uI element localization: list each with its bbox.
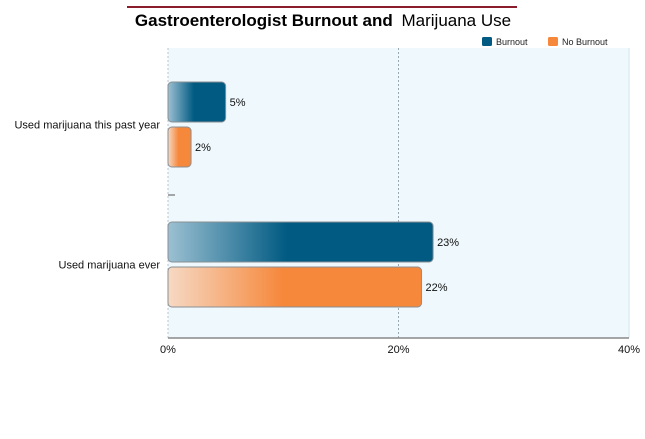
chart-title: Gastroenterologist Burnout and Marijuana… xyxy=(135,11,511,30)
category-label: Used marijuana this past year xyxy=(14,120,160,132)
legend: Burnout No Burnout xyxy=(482,37,608,47)
bar-burnout xyxy=(167,81,227,123)
legend-swatch xyxy=(482,37,492,46)
legend-label: Burnout xyxy=(496,37,528,47)
x-tick-label: 20% xyxy=(387,344,409,356)
x-tick-label: 0% xyxy=(160,344,176,356)
chart-title-bold: Gastroenterologist Burnout and xyxy=(135,11,393,30)
bar-no-burnout xyxy=(167,266,423,308)
category-label: Used marijuana ever xyxy=(59,260,161,272)
data-label: 23% xyxy=(437,237,459,249)
x-tick-label: 40% xyxy=(618,344,640,356)
chart-title-light: Marijuana Use xyxy=(401,11,511,30)
legend-label: No Burnout xyxy=(562,37,608,47)
legend-swatch xyxy=(548,37,558,46)
plot-area: 0% 20% 40% 5% 2% Used marijuana this past yea… xyxy=(14,48,640,356)
data-label: 5% xyxy=(230,97,246,109)
bar-no-burnout xyxy=(167,126,192,168)
data-label: 2% xyxy=(195,142,211,154)
bar-burnout xyxy=(167,221,434,263)
data-label: 22% xyxy=(426,282,448,294)
